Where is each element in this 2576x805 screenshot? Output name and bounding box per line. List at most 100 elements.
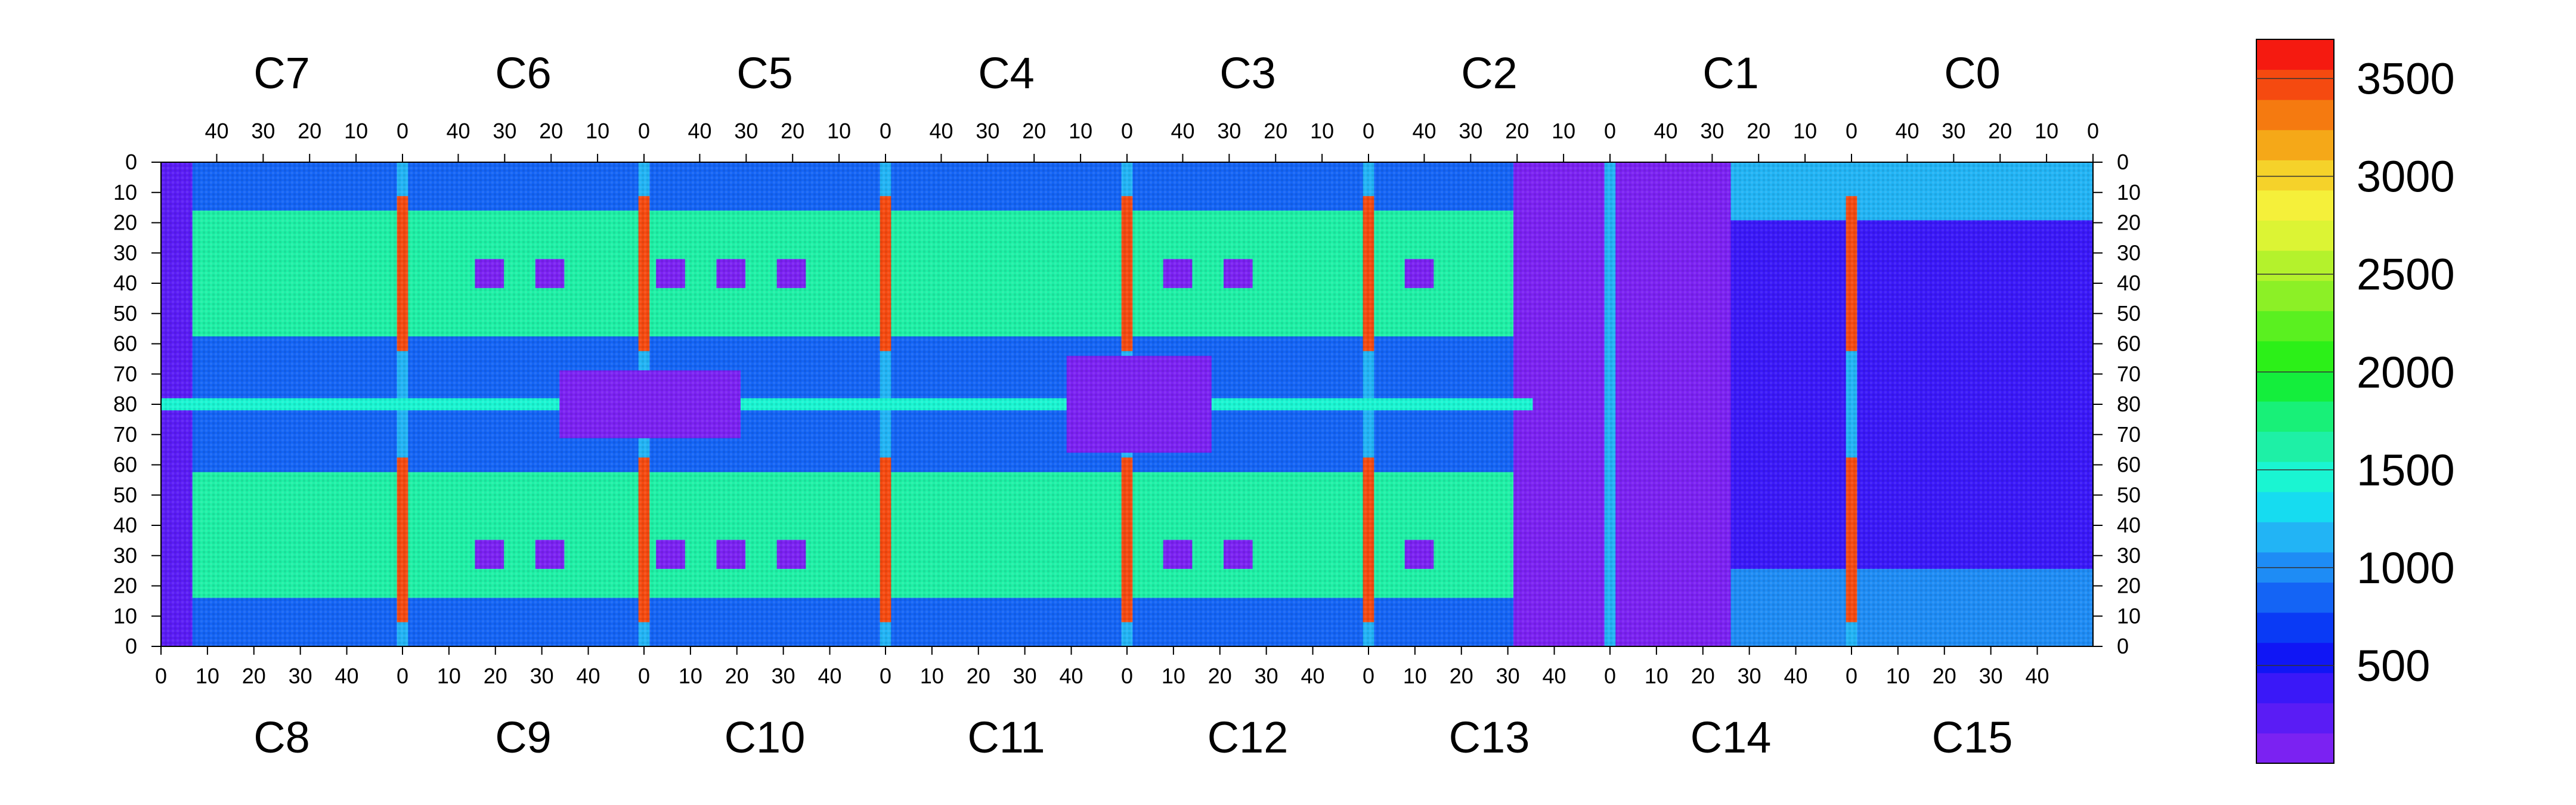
- bottom-x-tick-label: 20: [1450, 664, 1473, 688]
- colorbar-band: [2256, 311, 2334, 342]
- left-y-tick-label: 80: [113, 392, 137, 416]
- right-y-tick-label: 80: [2117, 392, 2141, 416]
- right-y-tick-label: 70: [2117, 422, 2141, 447]
- colorbar-label: 500: [2357, 641, 2430, 691]
- top-x-tick-label: 10: [1552, 119, 1575, 143]
- bottom-x-tick-label: 10: [1886, 664, 1910, 688]
- colorbar-label: 3500: [2357, 54, 2455, 104]
- colorbar-band: [2256, 129, 2334, 160]
- top-x-tick-label: 30: [1459, 119, 1482, 143]
- top-x-tick-label: 20: [1747, 119, 1770, 143]
- right-y-tick-label: 0: [2117, 150, 2129, 174]
- bottom-x-tick-label: 0: [1121, 664, 1133, 688]
- bottom-x-tick-label: 40: [577, 664, 600, 688]
- left-y-tick-label: 50: [113, 301, 137, 326]
- colorbar-labels: 3500 3000 2500 2000 1500 1000 500: [2256, 54, 2455, 691]
- top-x-tick-label: 10: [1310, 119, 1334, 143]
- colorbar-band: [2256, 371, 2334, 402]
- top-x-tick-label: 20: [781, 119, 804, 143]
- bottom-x-tick-label: 0: [880, 664, 891, 688]
- top-x-tick-label: 40: [1412, 119, 1436, 143]
- top-x-tick-label: 0: [638, 119, 650, 143]
- colorbar-band: [2256, 431, 2334, 462]
- left-y-tick-label: 20: [113, 574, 137, 598]
- top-x-tick-label: 30: [734, 119, 758, 143]
- top-x-tick-label: 20: [539, 119, 563, 143]
- colorbar-frame: [2256, 39, 2334, 764]
- left-y-tick-label: 10: [113, 603, 137, 628]
- bottom-x-tick-label: 40: [1301, 664, 1325, 688]
- left-y-tick-label: 20: [113, 210, 137, 235]
- top-x-tick-label: 40: [1895, 119, 1919, 143]
- left-y-tick-label: 60: [113, 453, 137, 477]
- heatmap-plot-area: [160, 162, 2094, 647]
- bottom-x-tick-label: 20: [725, 664, 749, 688]
- chip-label-bottom: C12: [1208, 713, 1289, 762]
- top-x-tick-label: 10: [1793, 119, 1817, 143]
- bottom-x-tick-label: 20: [242, 664, 266, 688]
- colorbar: 3500 3000 2500 2000 1500 1000 500: [2256, 39, 2455, 764]
- left-y-tick-label: 10: [113, 180, 137, 205]
- colorbar-band: [2256, 220, 2334, 251]
- bottom-x-tick-label: 10: [679, 664, 702, 688]
- top-x-tick-label: 10: [586, 119, 609, 143]
- chip-label-top: C5: [736, 48, 793, 98]
- colorbar-band: [2256, 69, 2334, 100]
- top-x-tick-label: 30: [251, 119, 275, 143]
- top-x-tick-label: 10: [827, 119, 851, 143]
- colorbar-band: [2256, 100, 2334, 131]
- top-x-tick-label: 0: [1121, 119, 1133, 143]
- chip-label-bottom: C14: [1690, 713, 1772, 762]
- chip-label-top: C7: [253, 48, 310, 98]
- colorbar-band: [2256, 401, 2334, 432]
- right-y-axis: 0 10 20 30 40 50 60 70 80 70 60 50 40 30 20 10 0: [2093, 150, 2141, 658]
- top-x-tick-label: 30: [1217, 119, 1241, 143]
- top-x-tick-label: 30: [1700, 119, 1724, 143]
- bottom-x-tick-label: 20: [484, 664, 507, 688]
- bottom-x-tick-label: 40: [2026, 664, 2049, 688]
- right-y-tick-label: 50: [2117, 482, 2141, 507]
- top-x-tick-label: 20: [1022, 119, 1046, 143]
- bottom-x-tick-label: 10: [196, 664, 219, 688]
- bottom-x-tick-label: 20: [1933, 664, 1956, 688]
- heatmap-texture: [161, 162, 2093, 646]
- chip-label-bottom: C13: [1449, 713, 1530, 762]
- left-y-tick-label: 70: [113, 422, 137, 447]
- top-x-tick-label: 0: [880, 119, 891, 143]
- bottom-x-tick-label: 0: [155, 664, 167, 688]
- chip-label-top: C4: [978, 48, 1035, 98]
- colorbar-band: [2256, 160, 2334, 191]
- colorbar-band: [2256, 642, 2334, 673]
- top-x-tick-label: 20: [298, 119, 321, 143]
- right-y-tick-label: 60: [2117, 332, 2141, 356]
- bottom-x-tick-label: 40: [335, 664, 359, 688]
- top-x-tick-label: 0: [1846, 119, 1857, 143]
- chip-label-top: C6: [495, 48, 552, 98]
- top-x-tick-label: 20: [1505, 119, 1529, 143]
- bottom-x-tick-label: 0: [1846, 664, 1857, 688]
- bottom-x-tick-label: 20: [967, 664, 990, 688]
- bottom-x-tick-label: 20: [1691, 664, 1715, 688]
- bottom-x-tick-label: 0: [1363, 664, 1374, 688]
- bottom-x-tick-label: 10: [920, 664, 944, 688]
- top-x-tick-label: 10: [1069, 119, 1092, 143]
- colorbar-label: 1000: [2357, 543, 2455, 593]
- bottom-x-tick-label: 30: [772, 664, 795, 688]
- top-x-tick-label: 10: [344, 119, 368, 143]
- top-x-tick-label: 40: [929, 119, 953, 143]
- left-y-tick-label: 0: [125, 634, 137, 658]
- right-y-tick-label: 60: [2117, 453, 2141, 477]
- left-y-tick-label: 70: [113, 361, 137, 386]
- colorbar-band: [2256, 340, 2334, 371]
- right-y-tick-label: 20: [2117, 574, 2141, 598]
- top-x-tick-label: 40: [688, 119, 711, 143]
- chip-label-top: C0: [1944, 48, 2001, 98]
- left-y-axis: 0 10 20 30 40 50 60 70 80 70 60 50 40 30 20 10 0: [113, 150, 161, 658]
- right-y-tick-label: 0: [2117, 634, 2129, 658]
- colorbar-band: [2256, 190, 2334, 221]
- colorbar-label: 3000: [2357, 152, 2455, 202]
- bottom-x-tick-label: 0: [1604, 664, 1616, 688]
- bottom-x-tick-label: 20: [1208, 664, 1232, 688]
- top-x-tick-label: 0: [2087, 119, 2099, 143]
